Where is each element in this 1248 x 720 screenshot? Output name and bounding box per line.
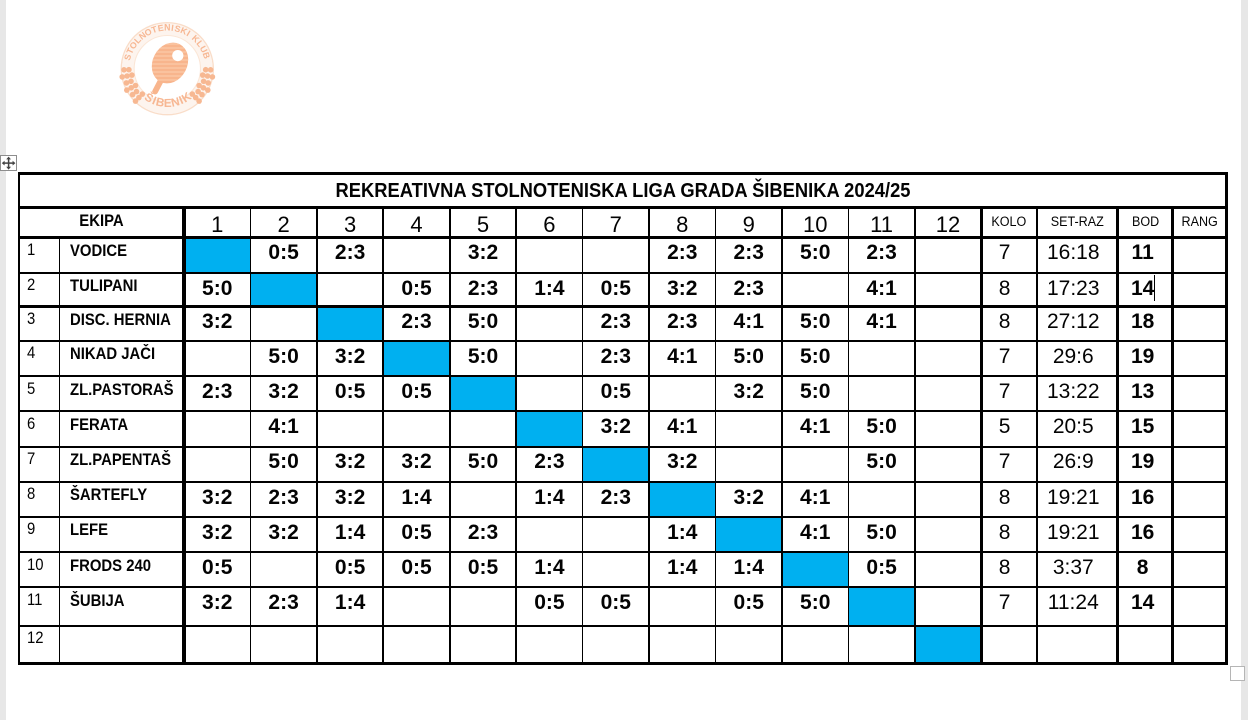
svg-text:L: L: [132, 34, 143, 45]
svg-text:T: T: [150, 24, 159, 35]
svg-text:N: N: [170, 95, 181, 110]
svg-text:S: S: [173, 23, 181, 34]
svg-text:N: N: [164, 23, 170, 33]
svg-text:I: I: [150, 94, 158, 107]
svg-text:K: K: [179, 25, 189, 37]
svg-text:I: I: [177, 94, 185, 107]
svg-text:E: E: [164, 97, 172, 110]
svg-text:O: O: [143, 26, 154, 38]
svg-text:N: N: [137, 30, 148, 42]
svg-text:B: B: [201, 51, 213, 60]
svg-text:O: O: [127, 40, 139, 51]
svg-text:E: E: [157, 23, 165, 34]
svg-text:T: T: [124, 46, 136, 56]
svg-text:L: L: [194, 39, 206, 50]
svg-text:K: K: [190, 33, 202, 45]
svg-text:I: I: [185, 28, 192, 38]
svg-text:S: S: [122, 53, 133, 62]
svg-text:U: U: [198, 44, 210, 54]
svg-text:I: I: [171, 23, 175, 33]
svg-text:B: B: [155, 96, 166, 110]
